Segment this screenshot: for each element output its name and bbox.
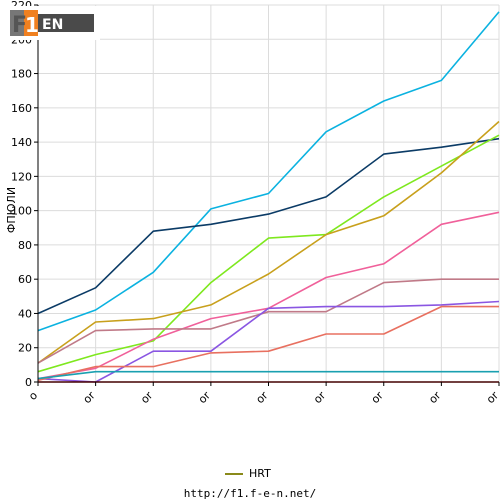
x-tick-label: or xyxy=(253,389,270,406)
y-tick-label: 180 xyxy=(11,68,32,81)
x-tick-label: or xyxy=(196,389,213,406)
y-tick-label: 120 xyxy=(11,170,32,183)
y-tick-label: 140 xyxy=(11,136,32,149)
series-line xyxy=(37,370,499,380)
y-tick-label: 0 xyxy=(25,376,32,389)
x-tick-label: or xyxy=(426,389,443,406)
y-tick-label: 160 xyxy=(11,102,32,115)
svg-text:F: F xyxy=(12,13,27,38)
x-tick-label: or xyxy=(311,389,328,406)
footer-url: http://f1.f-e-n.net/ xyxy=(183,487,317,500)
series-line xyxy=(37,134,500,373)
x-tick-label: or xyxy=(484,389,500,406)
series-line xyxy=(37,137,500,315)
grid xyxy=(37,4,500,383)
svg-text:EN: EN xyxy=(42,17,63,33)
series-line xyxy=(37,120,500,364)
axes xyxy=(34,4,500,386)
series-line xyxy=(37,305,499,382)
legend-label: HRT xyxy=(249,467,271,480)
y-tick-label: 80 xyxy=(18,239,32,252)
x-tick-label: o xyxy=(26,389,40,403)
x-tick-label: or xyxy=(369,389,386,406)
y-tick-label: 60 xyxy=(18,273,32,286)
legend: HRT xyxy=(225,467,271,480)
series-line xyxy=(37,11,500,332)
y-tick-label: 20 xyxy=(18,342,32,355)
f1en-logo: F 1 EN xyxy=(6,6,100,40)
x-tick-labels: o or or or or or or or or xyxy=(26,389,500,406)
series-line xyxy=(37,278,499,364)
y-tick-label: 40 xyxy=(18,307,32,320)
svg-text:1: 1 xyxy=(25,13,39,37)
x-tick-label: or xyxy=(138,389,155,406)
x-tick-label: or xyxy=(81,389,98,406)
y-tick-label: 100 xyxy=(11,205,32,218)
legend-swatch xyxy=(225,472,243,475)
y-axis-label: ФПЮЛИ xyxy=(5,187,18,233)
